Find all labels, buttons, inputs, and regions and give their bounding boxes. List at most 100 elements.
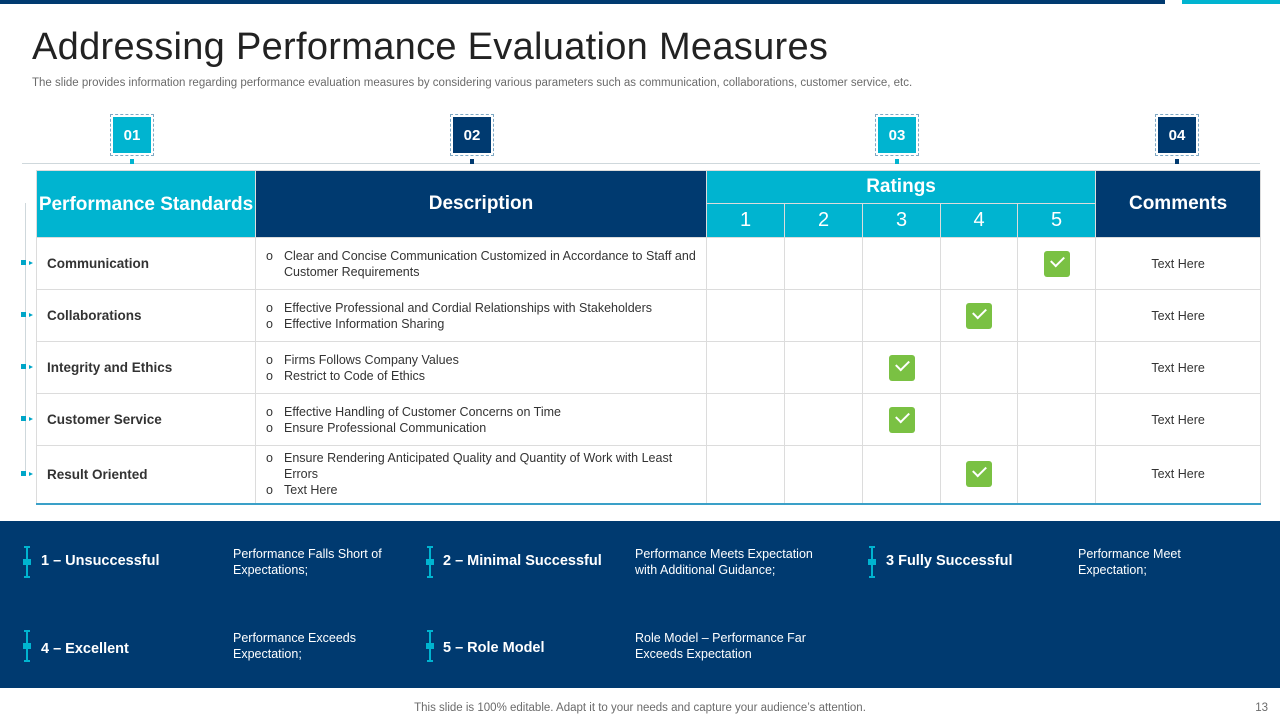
slide-subtitle: The slide provides information regarding… (32, 77, 913, 89)
number-badge-03: 03 (875, 114, 919, 164)
comment-cell: Text Here (1095, 445, 1262, 505)
rating-cell-5 (1016, 237, 1097, 290)
rating-cell-3 (862, 289, 941, 342)
description-item: o Clear and Concise Communication Customi… (266, 248, 698, 280)
rating-cell-1 (706, 445, 785, 505)
legend-description: Performance Falls Short of Expectations; (233, 547, 382, 577)
standard-name: Integrity and Ethics (36, 341, 256, 394)
legend-marker-icon (23, 546, 31, 578)
bullet: o (266, 404, 273, 419)
description-text: Restrict to Code of Ethics (284, 368, 426, 383)
row-marker (21, 416, 34, 422)
bullet: o (266, 248, 273, 263)
table-row: Communication o Clear and Concise Communi… (36, 237, 1262, 290)
rating-cell-3 (862, 445, 941, 505)
rating-cell-4 (940, 289, 1018, 342)
table-row: Collaborations o Effective Professional a… (36, 289, 1262, 342)
number-badge-tick (895, 159, 899, 164)
description-text: Effective Information Sharing (284, 316, 445, 331)
description-item: o Ensure Rendering Anticipated Quality an… (266, 450, 698, 482)
page-number: 13 (1255, 702, 1268, 714)
rating-cell-1 (706, 237, 785, 290)
rating-cell-5 (1016, 393, 1097, 446)
number-badge-label: 03 (878, 117, 916, 153)
rating-cell-5 (1016, 341, 1097, 394)
rating-cell-2 (784, 393, 863, 446)
rating-scale-3: 3 (862, 203, 941, 238)
legend-description: Performance Exceeds Expectation; (233, 631, 356, 661)
description-item: o Effective Handling of Customer Concerns… (266, 404, 698, 420)
legend-description: Performance Meets Expectation with Addit… (635, 547, 813, 577)
top-accent-bar-right (1182, 0, 1280, 4)
rating-cell-4 (940, 393, 1018, 446)
description-cell: o Firms Follows Company Values o Restrict … (255, 341, 707, 394)
legend-label: 1 – Unsuccessful (41, 553, 160, 569)
comment-cell: Text Here (1095, 341, 1262, 394)
header-comments: Comments (1095, 170, 1262, 238)
description-item: o Text Here (266, 482, 698, 498)
rating-cell-3 (862, 341, 941, 394)
description-text: Effective Handling of Customer Concerns … (284, 404, 561, 419)
header-ratings: Ratings (705, 170, 1097, 204)
rating-scale-4: 4 (940, 203, 1018, 238)
evaluation-table: Performance Standards Description Rating… (36, 170, 1262, 505)
comment-cell: Text Here (1095, 237, 1262, 290)
top-accent-bar (0, 0, 1165, 4)
number-connector-line (22, 163, 1260, 164)
description-item: o Ensure Professional Communication (266, 420, 698, 436)
check-icon (888, 354, 915, 381)
rating-cell-3 (862, 393, 941, 446)
rating-cell-5 (1016, 289, 1097, 342)
number-badge-label: 04 (1158, 117, 1196, 153)
rating-cell-4 (940, 341, 1018, 394)
description-item: o Firms Follows Company Values (266, 352, 698, 368)
legend-label: 4 – Excellent (41, 641, 129, 657)
description-text: Effective Professional and Cordial Relat… (284, 300, 653, 315)
description-cell: o Effective Professional and Cordial Rela… (255, 289, 707, 342)
rating-cell-1 (706, 393, 785, 446)
rating-cell-2 (784, 341, 863, 394)
rating-cell-2 (784, 289, 863, 342)
description-item: o Effective Professional and Cordial Rela… (266, 300, 698, 316)
standard-name: Customer Service (36, 393, 256, 446)
comment-cell: Text Here (1095, 393, 1262, 446)
legend-marker-icon (426, 630, 434, 662)
description-text: Clear and Concise Communication Customiz… (284, 248, 696, 279)
number-badge-label: 01 (113, 117, 151, 153)
number-badge-tick (1175, 159, 1179, 164)
legend-label: 5 – Role Model (443, 640, 545, 656)
table-row: Customer Service o Effective Handling of … (36, 393, 1262, 446)
description-cell: o Clear and Concise Communication Customi… (255, 237, 707, 290)
row-marker (21, 364, 34, 370)
number-badge-04: 04 (1155, 114, 1199, 164)
rating-scale-5: 5 (1016, 203, 1097, 238)
slide-footer: This slide is 100% editable. Adapt it to… (414, 702, 866, 714)
number-badge-02: 02 (450, 114, 494, 164)
rating-legend-panel: 1 – Unsuccessful Performance Falls Short… (0, 521, 1280, 688)
legend-description: Performance Meet Expectation; (1078, 547, 1181, 577)
comment-cell: Text Here (1095, 289, 1262, 342)
description-text: Ensure Professional Communication (284, 420, 487, 435)
bullet: o (266, 420, 273, 435)
bullet: o (266, 483, 273, 498)
number-badge-tick (470, 159, 474, 164)
standard-name: Communication (36, 237, 256, 290)
check-icon (966, 461, 992, 488)
legend-label: 3 Fully Successful (886, 553, 1013, 569)
description-item: o Restrict to Code of Ethics (266, 368, 698, 384)
number-badge-label: 02 (453, 117, 491, 153)
bullet: o (266, 316, 273, 331)
table-row: Result Oriented o Ensure Rendering Antici… (36, 445, 1262, 505)
rating-scale-1: 1 (706, 203, 785, 238)
bullet: o (266, 368, 273, 383)
header-standards: Performance Standards (36, 170, 256, 238)
check-icon (888, 406, 915, 433)
description-cell: o Effective Handling of Customer Concerns… (255, 393, 707, 446)
number-badge-01: 01 (110, 114, 154, 164)
legend-marker-icon (23, 630, 31, 662)
rating-scale-2: 2 (784, 203, 863, 238)
row-marker (21, 471, 34, 477)
row-marker (21, 312, 34, 318)
description-text: Firms Follows Company Values (284, 352, 459, 367)
bullet: o (266, 352, 273, 367)
